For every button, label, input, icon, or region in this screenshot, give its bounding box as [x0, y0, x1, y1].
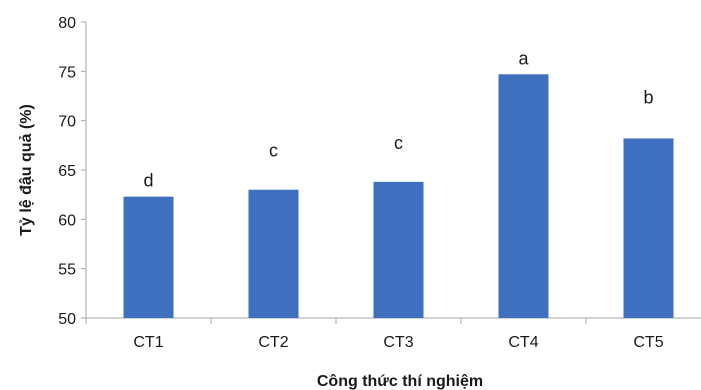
significance-label: a: [518, 48, 529, 68]
y-tick-label: 70: [58, 114, 76, 131]
bar-ct5: [623, 138, 674, 318]
bar-ct3: [373, 181, 424, 318]
y-tick-label: 75: [58, 64, 76, 81]
y-tick-label: 80: [58, 15, 76, 32]
x-tick-label: CT3: [383, 334, 413, 351]
bar-ct2: [248, 189, 299, 318]
y-tick-label: 60: [58, 212, 76, 229]
y-axis-title: Tỷ lệ đậu quả (%): [18, 104, 35, 236]
significance-label: c: [269, 141, 278, 161]
bars: [123, 74, 674, 318]
x-tick-label: CT2: [258, 334, 288, 351]
y-tick-label: 55: [58, 262, 76, 279]
x-tick-label: CT1: [133, 334, 163, 351]
labels: 50 55 60 65 70 75 80 CT1 d CT2 c CT3 c CT4 a CT5 b: [58, 15, 664, 351]
x-tick-label: CT5: [633, 334, 663, 351]
significance-label: c: [394, 133, 403, 153]
bar-ct4: [498, 74, 549, 318]
y-tick-label: 50: [58, 311, 76, 328]
x-tick-label: CT4: [508, 334, 538, 351]
significance-label: b: [643, 87, 653, 107]
x-axis-title: Công thức thí nghiệm: [317, 373, 483, 390]
y-tick-label: 65: [58, 163, 76, 180]
significance-label: d: [143, 171, 153, 191]
bar-ct1: [123, 196, 174, 318]
